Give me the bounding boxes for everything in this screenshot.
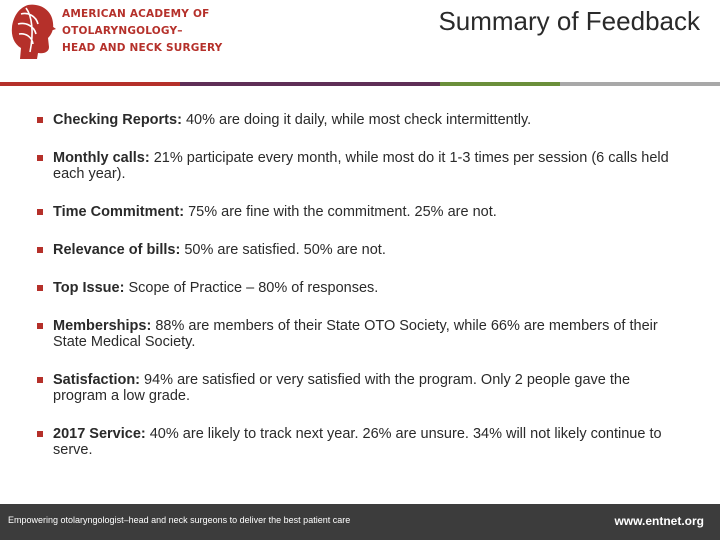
academy-logo: AMERICAN ACADEMY OF OTOLARYNGOLOGY– HEAD… xyxy=(8,2,222,64)
bullet-relevance-of-bills: Relevance of bills: 50% are satisfied. 5… xyxy=(36,242,686,258)
bullet-text: 75% are fine with the commitment. 25% ar… xyxy=(184,204,497,220)
footer-tagline: Empowering otolaryngologist–head and nec… xyxy=(8,515,351,525)
bullet-text: Scope of Practice – 80% of responses. xyxy=(124,280,379,296)
bullet-top-issue: Top Issue: Scope of Practice – 80% of re… xyxy=(36,280,686,296)
bullet-2017-service: 2017 Service: 40% are likely to track ne… xyxy=(36,426,686,458)
head-profile-icon xyxy=(11,4,56,59)
feedback-list: Checking Reports: 40% are doing it daily… xyxy=(36,112,686,458)
footer-website-link[interactable]: www.entnet.org xyxy=(614,514,704,528)
divider-segment-gray xyxy=(560,82,720,86)
bullet-label: Relevance of bills: xyxy=(53,242,181,258)
bullet-square-icon xyxy=(37,377,43,383)
bullet-text: 40% are doing it daily, while most check… xyxy=(181,112,532,128)
bullet-square-icon xyxy=(37,209,43,215)
page-title: Summary of Feedback xyxy=(438,6,700,36)
bullet-monthly-calls: Monthly calls: 21% participate every mon… xyxy=(36,150,686,182)
bullet-checking-reports: Checking Reports: 40% are doing it daily… xyxy=(36,112,686,128)
bullet-text: 40% are likely to track next year. 26% a… xyxy=(53,426,662,458)
logo-line-3: HEAD AND NECK SURGERY xyxy=(62,42,223,54)
bullet-square-icon xyxy=(37,117,43,123)
divider-segment-green xyxy=(440,82,560,86)
divider-segment-purple xyxy=(180,82,440,86)
bullet-satisfaction: Satisfaction: 94% are satisfied or very … xyxy=(36,372,686,404)
bullet-text: 88% are members of their State OTO Socie… xyxy=(53,318,658,350)
bullet-label: Time Commitment: xyxy=(53,204,185,220)
bullet-memberships: Memberships: 88% are members of their St… xyxy=(36,318,686,350)
bullet-text: 50% are satisfied. 50% are not. xyxy=(180,242,386,258)
bullet-label: Satisfaction: xyxy=(53,372,141,388)
divider-segment-red xyxy=(0,82,180,86)
header-divider xyxy=(0,82,720,86)
bullet-label: Memberships: xyxy=(53,318,152,334)
bullet-square-icon xyxy=(37,431,43,437)
bullet-label: Monthly calls: xyxy=(53,150,150,166)
bullet-time-commitment: Time Commitment: 75% are fine with the c… xyxy=(36,204,686,220)
bullet-square-icon xyxy=(37,285,43,291)
bullet-square-icon xyxy=(37,323,43,329)
bullet-square-icon xyxy=(37,247,43,253)
bullet-label: 2017 Service: xyxy=(53,426,146,442)
bullet-label: Top Issue: xyxy=(53,280,125,296)
bullet-text: 94% are satisfied or very satisfied with… xyxy=(53,372,631,404)
logo-line-2: OTOLARYNGOLOGY– xyxy=(62,25,183,37)
footer-bar: Empowering otolaryngologist–head and nec… xyxy=(0,504,720,540)
bullet-label: Checking Reports: xyxy=(53,112,182,128)
bullet-square-icon xyxy=(37,155,43,161)
logo-line-1: AMERICAN ACADEMY OF xyxy=(62,8,210,20)
bullet-text: 21% participate every month, while most … xyxy=(53,150,669,182)
logo-wordmark: AMERICAN ACADEMY OF OTOLARYNGOLOGY– HEAD… xyxy=(62,6,222,57)
